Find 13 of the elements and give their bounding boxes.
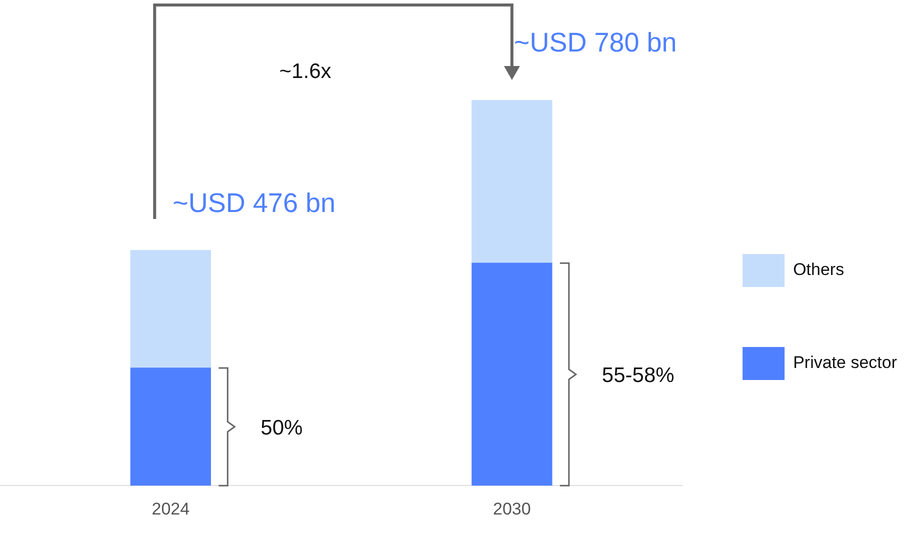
total-label: ~USD 476 bn — [172, 188, 336, 218]
text: ~1.6x — [279, 60, 332, 83]
bar — [472, 100, 552, 264]
annotation: 55-58% — [602, 364, 674, 388]
total-label: ~USD 780 bn — [514, 27, 677, 58]
legend-label: Private sector — [793, 353, 898, 372]
bar — [130, 368, 211, 486]
x-tick-label: 2024 — [152, 499, 190, 518]
bar — [472, 262, 552, 486]
x-tick-label: 2030 — [493, 499, 531, 518]
legend-label: Others — [793, 260, 844, 280]
bar — [130, 250, 211, 368]
annotation: 50% — [260, 416, 303, 440]
